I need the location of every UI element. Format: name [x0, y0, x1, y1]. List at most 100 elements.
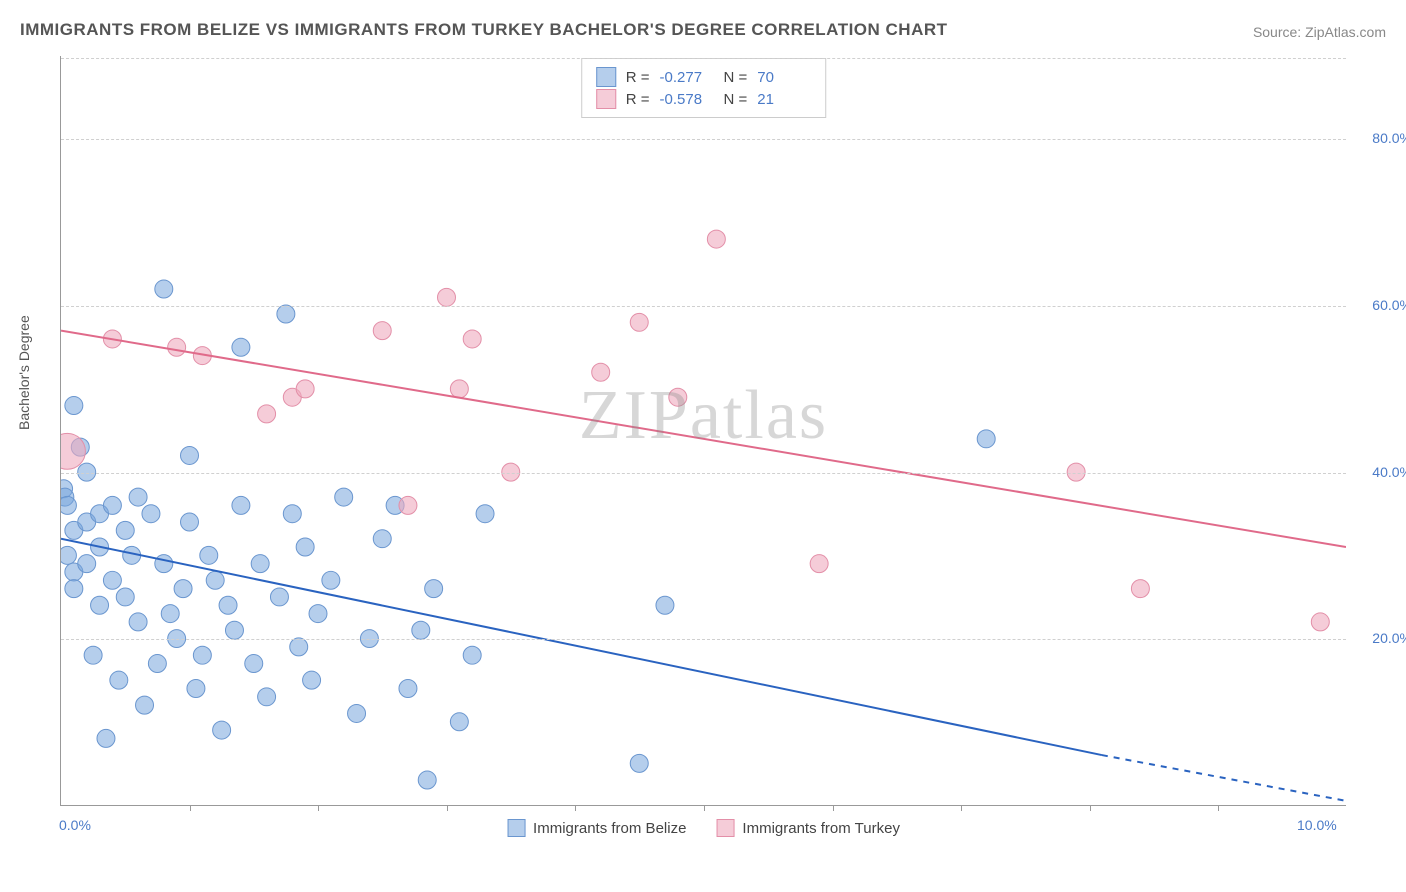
scatter-point — [78, 555, 96, 573]
turkey-r: -0.578 — [660, 91, 714, 108]
scatter-point — [463, 646, 481, 664]
scatter-point — [213, 721, 231, 739]
scatter-point — [258, 405, 276, 423]
scatter-point — [463, 330, 481, 348]
regression-line — [61, 331, 1346, 547]
gridline — [61, 306, 1346, 307]
scatter-point — [1311, 613, 1329, 631]
scatter-point — [91, 596, 109, 614]
gridline — [61, 58, 1346, 59]
y-tick-label: 80.0% — [1356, 130, 1406, 146]
scatter-point — [373, 530, 391, 548]
scatter-point — [438, 288, 456, 306]
scatter-point — [476, 505, 494, 523]
scatter-point — [181, 446, 199, 464]
r-label: R = — [626, 69, 650, 86]
scatter-point — [258, 688, 276, 706]
scatter-point — [309, 605, 327, 623]
scatter-point — [65, 580, 83, 598]
plot-area: ZIPatlas R = -0.277 N = 70 R = -0.578 N … — [60, 56, 1346, 806]
scatter-point — [174, 580, 192, 598]
scatter-point — [412, 621, 430, 639]
x-tick-label: 10.0% — [1297, 817, 1337, 833]
scatter-point — [592, 363, 610, 381]
gridline — [61, 473, 1346, 474]
scatter-point — [142, 505, 160, 523]
y-tick-label: 60.0% — [1356, 297, 1406, 313]
scatter-point — [977, 430, 995, 448]
belize-r: -0.277 — [660, 69, 714, 86]
scatter-point — [232, 496, 250, 514]
legend-row-turkey: R = -0.578 N = 21 — [596, 89, 812, 109]
x-minor-tick — [833, 805, 834, 811]
scatter-point — [418, 771, 436, 789]
legend-label-belize: Immigrants from Belize — [533, 820, 686, 837]
scatter-point — [232, 338, 250, 356]
correlation-legend: R = -0.277 N = 70 R = -0.578 N = 21 — [581, 58, 827, 118]
legend-row-belize: R = -0.277 N = 70 — [596, 67, 812, 87]
scatter-point — [155, 280, 173, 298]
scatter-point — [450, 713, 468, 731]
scatter-point — [206, 571, 224, 589]
scatter-point — [168, 338, 186, 356]
scatter-point — [296, 380, 314, 398]
gridline — [61, 639, 1346, 640]
legend-item-belize: Immigrants from Belize — [507, 819, 686, 837]
scatter-point — [335, 488, 353, 506]
scatter-point — [707, 230, 725, 248]
scatter-point — [129, 488, 147, 506]
scatter-point — [103, 496, 121, 514]
scatter-plot-svg — [61, 56, 1346, 805]
scatter-point — [290, 638, 308, 656]
scatter-point — [669, 388, 687, 406]
scatter-point — [399, 680, 417, 698]
source-value: ZipAtlas.com — [1305, 24, 1386, 40]
legend-label-turkey: Immigrants from Turkey — [742, 820, 900, 837]
x-tick-label: 0.0% — [59, 817, 91, 833]
x-minor-tick — [190, 805, 191, 811]
x-minor-tick — [447, 805, 448, 811]
scatter-point — [225, 621, 243, 639]
scatter-point — [630, 754, 648, 772]
scatter-point — [161, 605, 179, 623]
swatch-turkey — [596, 89, 616, 109]
scatter-point — [283, 505, 301, 523]
scatter-point — [129, 613, 147, 631]
scatter-point — [181, 513, 199, 531]
swatch-belize — [596, 67, 616, 87]
scatter-point — [155, 555, 173, 573]
scatter-point — [110, 671, 128, 689]
y-axis-label: Bachelor's Degree — [16, 315, 32, 430]
scatter-point — [425, 580, 443, 598]
scatter-point — [630, 313, 648, 331]
scatter-point — [322, 571, 340, 589]
scatter-point — [373, 322, 391, 340]
scatter-point — [200, 546, 218, 564]
x-minor-tick — [575, 805, 576, 811]
r-label: R = — [626, 91, 650, 108]
scatter-point — [450, 380, 468, 398]
x-minor-tick — [704, 805, 705, 811]
x-minor-tick — [1218, 805, 1219, 811]
scatter-point — [136, 696, 154, 714]
swatch-turkey — [716, 819, 734, 837]
gridline — [61, 139, 1346, 140]
y-tick-label: 40.0% — [1356, 464, 1406, 480]
scatter-point — [296, 538, 314, 556]
belize-n: 70 — [757, 69, 811, 86]
scatter-point — [399, 496, 417, 514]
x-minor-tick — [961, 805, 962, 811]
y-tick-label: 20.0% — [1356, 630, 1406, 646]
scatter-point — [277, 305, 295, 323]
turkey-n: 21 — [757, 91, 811, 108]
x-minor-tick — [318, 805, 319, 811]
x-minor-tick — [1090, 805, 1091, 811]
scatter-point — [65, 397, 83, 415]
scatter-point — [1131, 580, 1149, 598]
source-label: Source: — [1253, 24, 1301, 40]
scatter-point — [348, 704, 366, 722]
source-attribution: Source: ZipAtlas.com — [1253, 24, 1386, 40]
scatter-point — [84, 646, 102, 664]
scatter-point — [116, 588, 134, 606]
chart-title: IMMIGRANTS FROM BELIZE VS IMMIGRANTS FRO… — [20, 20, 948, 40]
